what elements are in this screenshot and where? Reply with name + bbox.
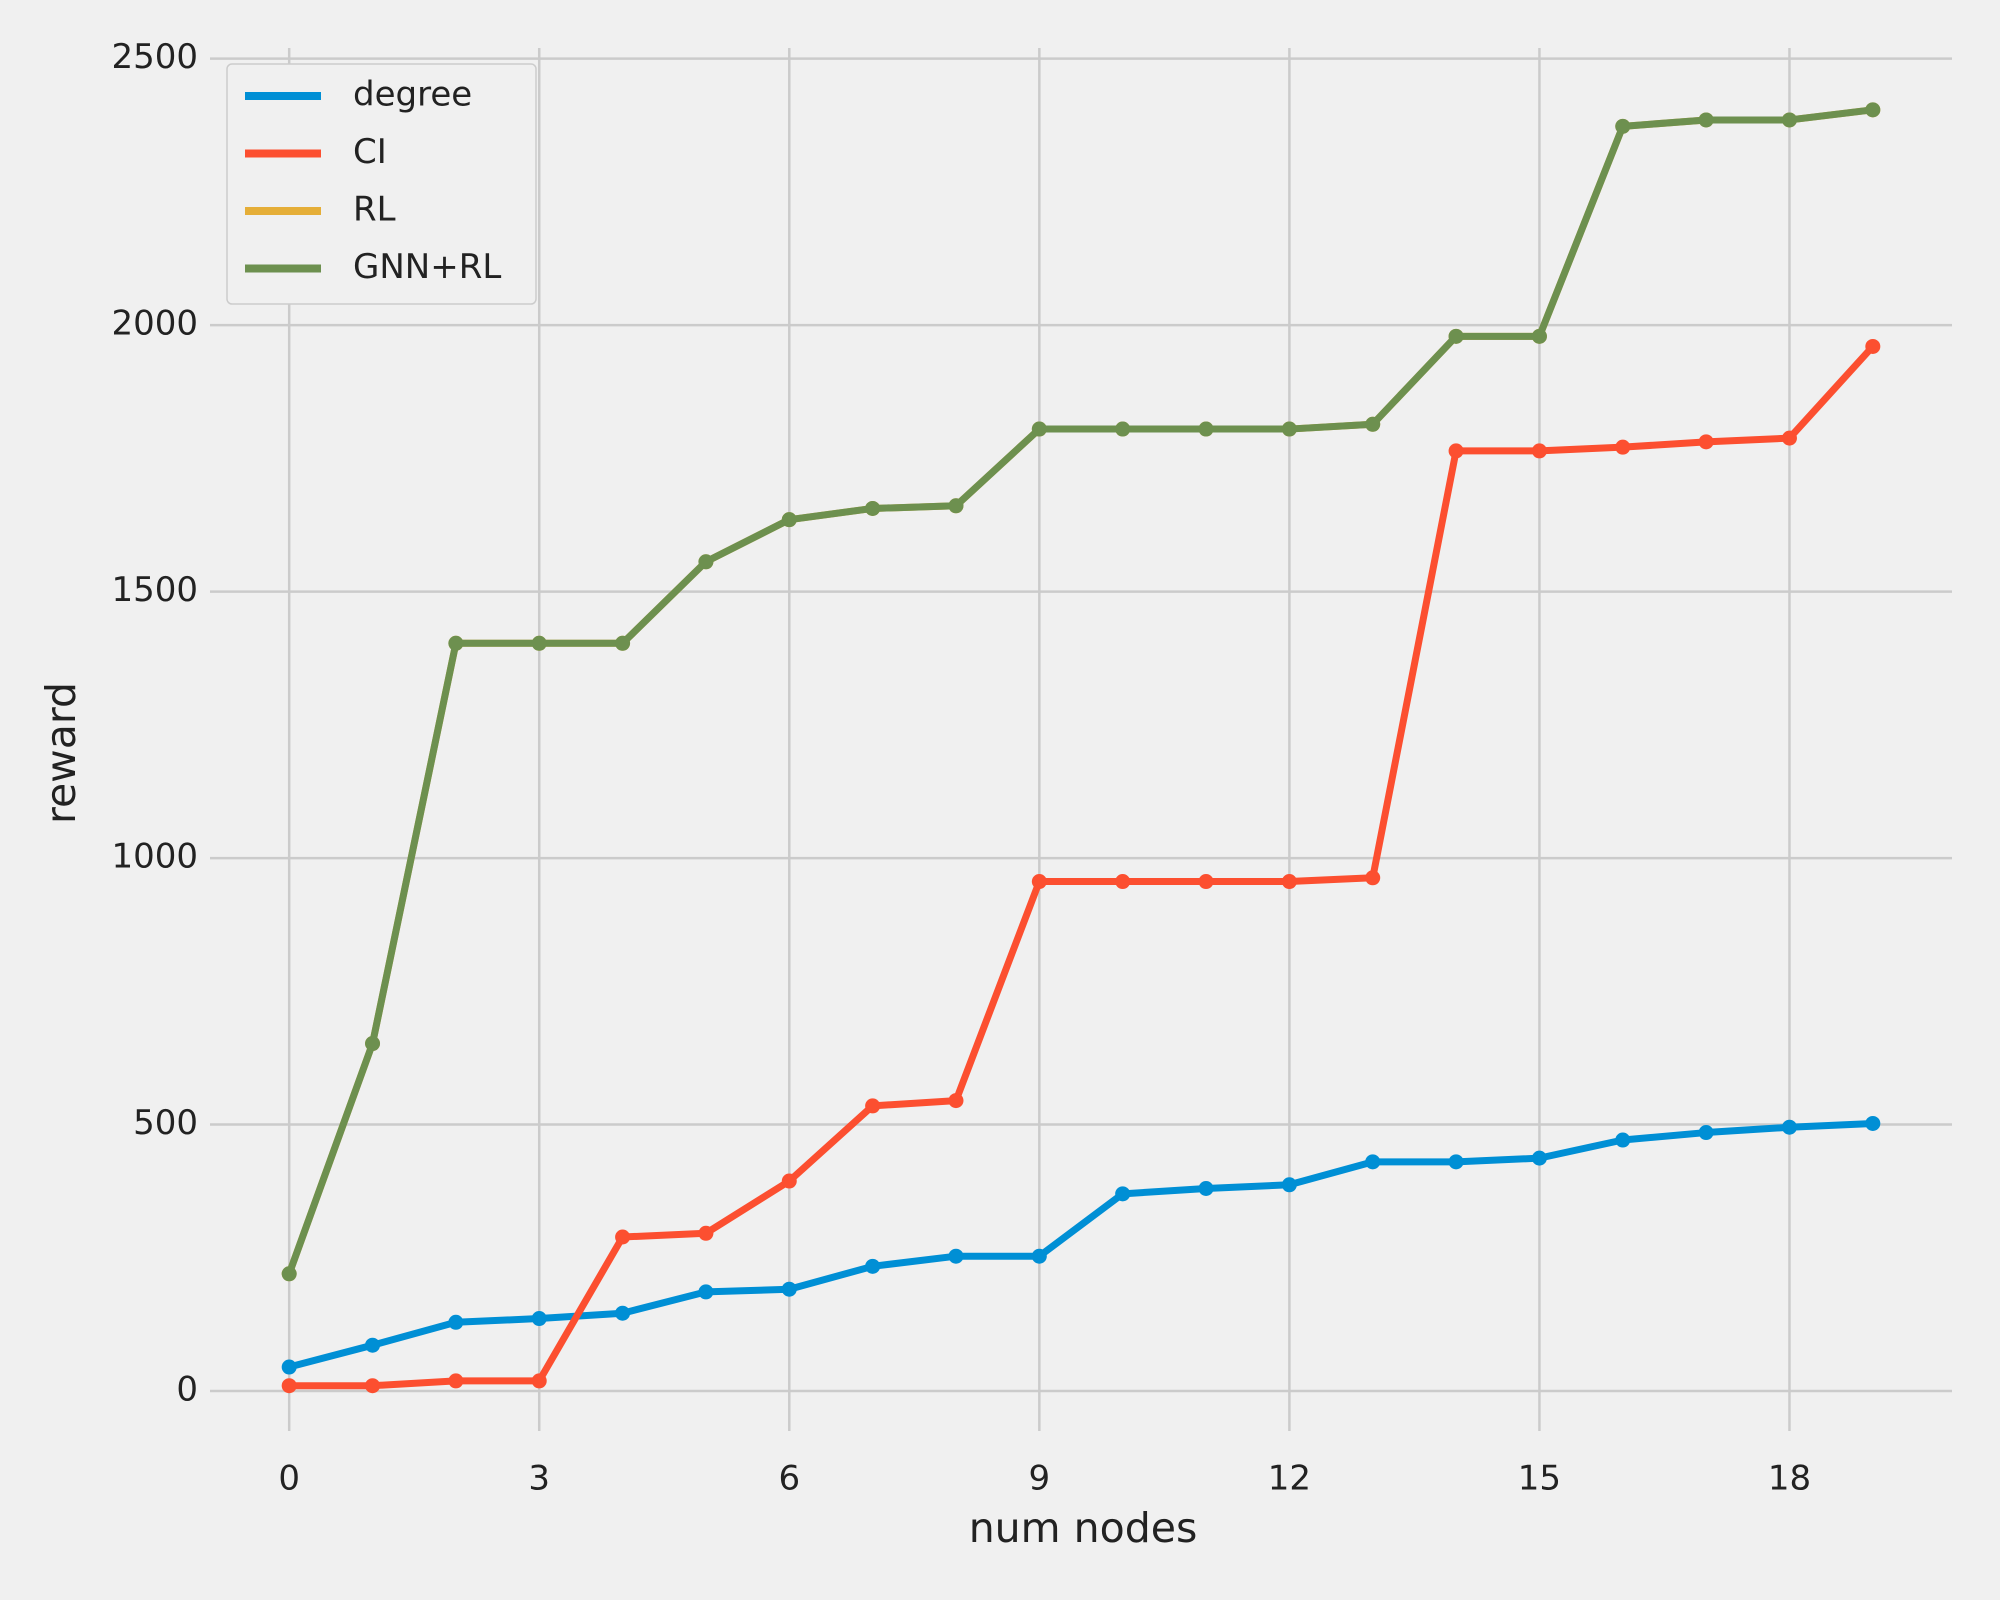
legend-label: CI (353, 132, 387, 172)
y-tick-label: 1000 (111, 837, 198, 877)
x-tick-label: 9 (1029, 1459, 1051, 1499)
data-point (1698, 434, 1714, 450)
data-point (1365, 870, 1381, 886)
data-point (1531, 328, 1547, 344)
data-point (698, 1225, 714, 1241)
data-point (1281, 421, 1297, 437)
x-tick-label: 15 (1518, 1459, 1561, 1499)
data-point (865, 1098, 881, 1114)
data-point (1448, 443, 1464, 459)
grid (210, 48, 1952, 1431)
data-point (865, 1258, 881, 1274)
data-point (1448, 1154, 1464, 1170)
x-tick-label: 18 (1768, 1459, 1811, 1499)
data-point (615, 635, 631, 651)
y-tick-label: 2500 (111, 37, 198, 77)
data-point (615, 1229, 631, 1245)
data-point (1698, 1125, 1714, 1141)
y-tick-label: 0 (176, 1370, 198, 1410)
data-point (365, 1337, 381, 1353)
data-point (1031, 1248, 1047, 1264)
data-point (698, 554, 714, 570)
data-point (448, 1373, 464, 1389)
x-tick-label: 12 (1268, 1459, 1311, 1499)
legend-label: degree (353, 75, 472, 115)
data-point (365, 1378, 381, 1394)
data-point (281, 1378, 297, 1394)
data-point (1365, 416, 1381, 432)
data-point (1281, 1177, 1297, 1193)
data-point (1531, 1150, 1547, 1166)
data-point (948, 1248, 964, 1264)
data-point (1115, 874, 1131, 890)
data-point (531, 635, 547, 651)
data-point (1615, 118, 1631, 134)
series-line (289, 344, 1876, 1390)
series-line (288, 1119, 1873, 1371)
data-point (1865, 338, 1881, 354)
data-point (865, 500, 881, 516)
y-tick-label: 2000 (111, 304, 198, 344)
data-point (781, 1281, 797, 1297)
legend-box (226, 63, 537, 305)
data-point (781, 1173, 797, 1189)
y-tick-label: 1500 (111, 570, 198, 610)
data-point (1365, 1154, 1381, 1170)
x-tick-label: 3 (528, 1459, 550, 1499)
data-point (281, 1359, 297, 1375)
data-point (948, 498, 964, 514)
data-point (1698, 112, 1714, 128)
legend-label: RL (353, 190, 396, 230)
plot-area (281, 102, 1881, 1394)
data-point (1531, 443, 1547, 459)
data-point (1115, 421, 1131, 437)
data-point (1281, 874, 1297, 890)
data-point (1198, 874, 1214, 890)
series-line (285, 106, 1874, 1275)
data-point (698, 1284, 714, 1300)
data-point (1115, 1186, 1131, 1202)
data-point (1031, 874, 1047, 890)
data-point (1781, 1119, 1797, 1135)
data-point (1781, 112, 1797, 128)
data-point (1615, 439, 1631, 455)
data-point (1448, 328, 1464, 344)
data-point (365, 1036, 381, 1052)
data-point (531, 1311, 547, 1327)
x-axis-label: num nodes (969, 1504, 1198, 1552)
data-point (448, 635, 464, 651)
data-point (1865, 102, 1881, 118)
y-axis-label: reward (37, 682, 85, 824)
data-point (1781, 430, 1797, 446)
data-point (1031, 421, 1047, 437)
data-point (1198, 1181, 1214, 1197)
data-point (281, 1266, 297, 1282)
data-point (1198, 421, 1214, 437)
data-point (615, 1305, 631, 1321)
x-tick-label: 0 (278, 1459, 300, 1499)
data-point (1865, 1115, 1881, 1131)
x-tick-label: 6 (778, 1459, 800, 1499)
legend-label: GNN+RL (353, 247, 501, 287)
legend: degree CI RL GNN+RL (226, 63, 537, 305)
data-point (448, 1314, 464, 1330)
y-tick-label: 500 (133, 1103, 198, 1143)
data-point (531, 1373, 547, 1389)
data-point (781, 512, 797, 528)
data-point (948, 1093, 964, 1109)
data-point (1615, 1132, 1631, 1148)
